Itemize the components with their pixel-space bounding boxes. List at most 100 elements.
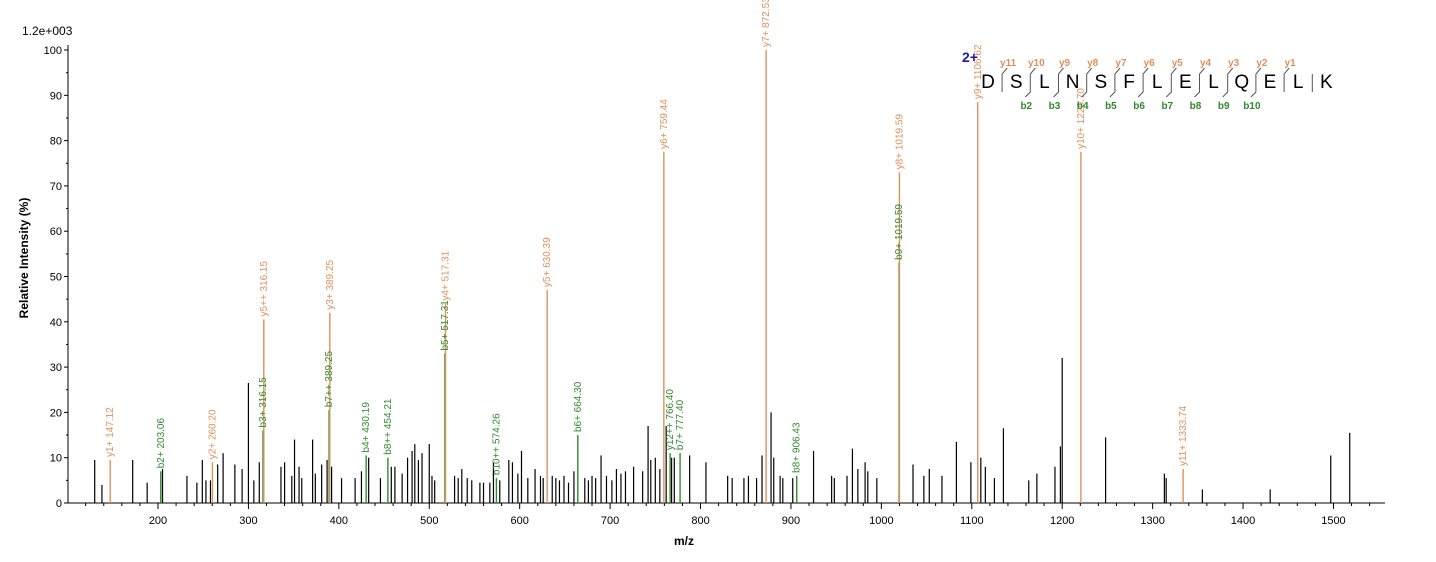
x-tick-label: 1200 bbox=[1050, 515, 1074, 527]
peak-label: y11+ 1333.74 bbox=[1178, 405, 1189, 466]
fragment-marker bbox=[1222, 67, 1234, 98]
b-ion-label: b7 bbox=[1161, 101, 1173, 112]
y-tick-label: 90 bbox=[50, 90, 62, 102]
y-tick-label: 10 bbox=[50, 453, 62, 465]
b-ion-label: b2 bbox=[1020, 101, 1032, 112]
sequence-residue: N bbox=[1066, 72, 1080, 93]
sequence-residue: Q bbox=[1234, 72, 1249, 93]
peak-label: b3+ 316.15 bbox=[258, 377, 269, 428]
b-ion-label: b10 bbox=[1243, 101, 1261, 112]
b-ion-label: b6 bbox=[1133, 101, 1145, 112]
peak-label: y9+ 1106.62 bbox=[973, 44, 984, 99]
peak-label: y3+ 389.25 bbox=[325, 260, 336, 310]
peak-label: y12++ 766.40 bbox=[665, 389, 676, 451]
y-ion-label: y1 bbox=[1285, 58, 1297, 69]
x-tick-label: 1000 bbox=[869, 515, 893, 527]
sequence-residue: D bbox=[981, 72, 995, 93]
y-ion-label: y9 bbox=[1059, 58, 1071, 69]
y-tick-label: 0 bbox=[56, 498, 62, 510]
x-tick-label: 300 bbox=[239, 515, 257, 527]
x-tick-label: 200 bbox=[149, 515, 167, 527]
peak-label: y7+ 872.53 bbox=[761, 0, 772, 47]
b-ion-label: b5 bbox=[1105, 101, 1117, 112]
peak-label: y5++ 316.15 bbox=[259, 260, 270, 316]
y-ion-label: y2 bbox=[1256, 58, 1268, 69]
fragment-marker bbox=[1250, 67, 1262, 98]
y-ion-label: y4 bbox=[1200, 58, 1212, 69]
fragment-marker bbox=[1053, 67, 1064, 98]
y-tick-label: 80 bbox=[50, 136, 62, 148]
peak-label: y4+ 517.31 bbox=[441, 250, 452, 300]
fragment-marker bbox=[1165, 67, 1177, 98]
b-ion-label: b4 bbox=[1077, 101, 1089, 112]
sequence-residue: E bbox=[1179, 72, 1192, 93]
peak-label: b4+ 430.19 bbox=[361, 402, 372, 453]
peak-label: y10+ 1220.70 bbox=[1076, 88, 1087, 149]
y-tick-label: 30 bbox=[50, 362, 62, 374]
peak-label: y1+ 147.12 bbox=[105, 407, 116, 457]
intensity-scale-label: 1.2e+003 bbox=[22, 24, 73, 38]
x-tick-label: 900 bbox=[782, 515, 800, 527]
sequence-residue: S bbox=[1094, 72, 1107, 93]
fragment-marker bbox=[1081, 67, 1093, 98]
y-tick-label: 100 bbox=[44, 45, 62, 57]
axes: 0 10 20 30 40 50 60 70 80 90 100 200 300 400 500 600 700… bbox=[44, 45, 1385, 527]
peak-label: y5+ 630.39 bbox=[542, 237, 553, 287]
fragment-marker bbox=[1109, 67, 1121, 98]
sequence-residue: L bbox=[1293, 72, 1304, 93]
sequence-residue: K bbox=[1320, 72, 1333, 93]
y-tick-label: 50 bbox=[50, 272, 62, 284]
x-tick-label: 1500 bbox=[1321, 515, 1345, 527]
peak-label: b6+ 664.30 bbox=[573, 381, 584, 432]
x-tick-label: 1100 bbox=[960, 515, 984, 527]
fragment-marker bbox=[1001, 67, 1008, 92]
sequence-residue: S bbox=[1010, 72, 1023, 93]
peak-labels: y1+ 147.12 b2+ 203.06 y2+ 260.20 b3+ 316.15… bbox=[105, 0, 1189, 475]
peak-label: b2+ 203.06 bbox=[156, 418, 167, 469]
y-axis-title: Relative Intensity (%) bbox=[17, 198, 31, 319]
y-ion-label: y7 bbox=[1115, 58, 1127, 69]
y-ion-label: y6 bbox=[1144, 58, 1156, 69]
fragment-marker bbox=[1137, 67, 1149, 98]
y-tick-label: 20 bbox=[50, 407, 62, 419]
b-ion-label: b9 bbox=[1218, 101, 1230, 112]
peak-label: y2+ 260.20 bbox=[207, 409, 218, 459]
sequence-residue: L bbox=[1039, 72, 1050, 93]
sequence-residue: L bbox=[1208, 72, 1219, 93]
y-tick-label: 60 bbox=[50, 226, 62, 238]
x-tick-label: 1300 bbox=[1140, 515, 1164, 527]
x-tick-label: 500 bbox=[420, 515, 438, 527]
peak-label: b5+ 517.31 bbox=[440, 300, 451, 351]
peaks bbox=[94, 50, 1351, 503]
y-ion-label: y5 bbox=[1172, 58, 1184, 69]
y-ion-label: y10 bbox=[1028, 58, 1045, 69]
peak-label: b9+ 1019.59 bbox=[894, 204, 905, 260]
fragment-marker bbox=[1194, 67, 1205, 98]
y-tick-label: 70 bbox=[50, 181, 62, 193]
b-ion-label: b8 bbox=[1190, 101, 1202, 112]
x-tick-label: 600 bbox=[511, 515, 529, 527]
fragment-marker bbox=[1024, 67, 1036, 98]
x-axis-title: m/z bbox=[674, 534, 694, 548]
y-tick-label: 40 bbox=[50, 317, 62, 329]
x-tick-label: 700 bbox=[601, 515, 619, 527]
peak-label: y8+ 1019.59 bbox=[894, 114, 905, 170]
y-ion-label: y11 bbox=[1000, 58, 1017, 69]
x-tick-label: 1400 bbox=[1231, 515, 1255, 527]
b-ion-label: b3 bbox=[1049, 101, 1061, 112]
peak-label: b7++ 389.25 bbox=[324, 351, 335, 408]
peak-label: b8++ 454.21 bbox=[383, 398, 394, 455]
peak-label: b7+ 777.40 bbox=[675, 399, 686, 450]
sequence-residue: F bbox=[1123, 72, 1135, 93]
fragment-marker bbox=[1283, 67, 1290, 92]
sequence-residue: L bbox=[1152, 72, 1163, 93]
peak-label: b8+ 906.43 bbox=[792, 422, 803, 473]
x-tick-label: 800 bbox=[691, 515, 709, 527]
x-tick-label: 400 bbox=[330, 515, 348, 527]
y-ion-label: y8 bbox=[1087, 58, 1099, 69]
charge-state: 2+ bbox=[962, 49, 978, 65]
sequence-residue: E bbox=[1264, 72, 1277, 93]
y-ion-label: y3 bbox=[1228, 58, 1240, 69]
